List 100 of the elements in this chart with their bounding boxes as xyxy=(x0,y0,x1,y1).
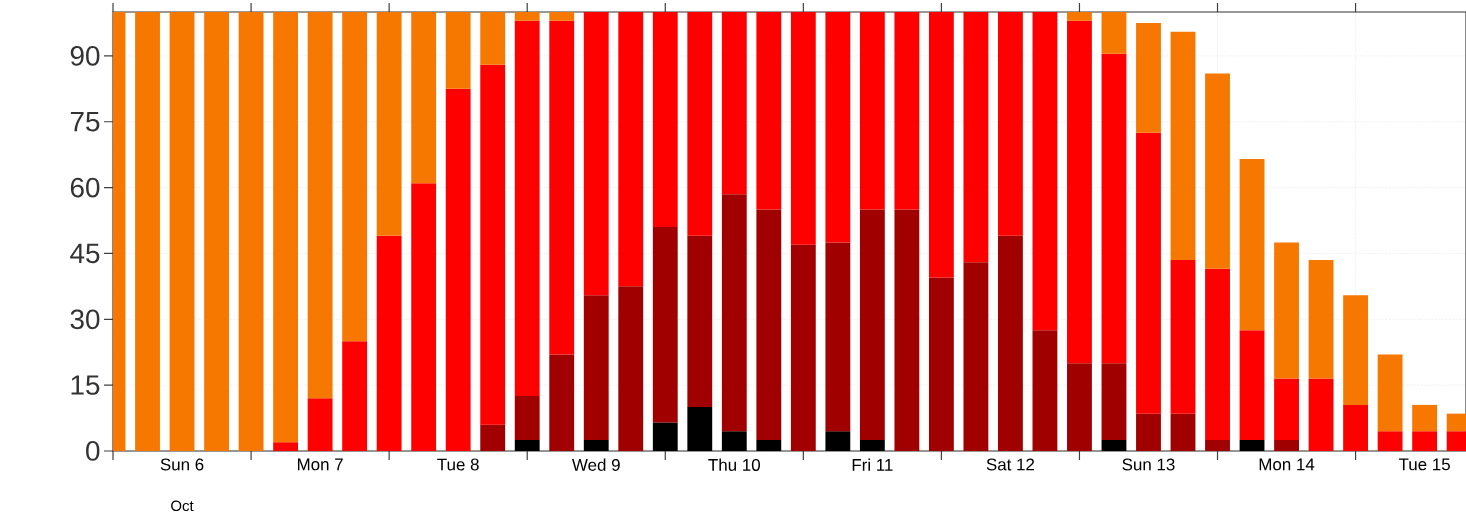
bar xyxy=(998,11,1023,236)
bar xyxy=(342,11,368,342)
x-tick-label: Tue 15 xyxy=(1398,458,1450,471)
x-tick-label: Sat 12 xyxy=(986,458,1035,471)
bar xyxy=(1377,431,1403,451)
bar xyxy=(1205,73,1230,269)
bar xyxy=(825,11,851,243)
bar xyxy=(1101,440,1127,451)
bar xyxy=(1136,413,1161,451)
bar xyxy=(825,431,851,451)
bar xyxy=(1067,20,1092,364)
bar xyxy=(687,235,713,408)
bar xyxy=(687,11,713,236)
bar xyxy=(1067,11,1092,21)
bar xyxy=(135,11,160,451)
bar xyxy=(928,277,954,451)
bar xyxy=(652,11,678,228)
x-tick-label: Thu 10 xyxy=(708,458,760,471)
bar xyxy=(894,11,920,210)
bar xyxy=(721,194,747,432)
bar xyxy=(1343,295,1369,405)
bar xyxy=(1101,363,1127,441)
bar xyxy=(1343,404,1369,451)
x-tick-label: Fri 11 xyxy=(852,458,893,471)
bar xyxy=(549,11,575,21)
bar xyxy=(963,262,989,451)
bar xyxy=(514,20,540,397)
bar xyxy=(618,286,644,451)
bar xyxy=(1067,363,1092,451)
bar xyxy=(1239,440,1265,451)
bar xyxy=(1412,431,1438,451)
bar xyxy=(583,440,609,451)
y-tick-label: 0 xyxy=(86,441,100,461)
y-tick-label: 60 xyxy=(70,177,100,198)
bar xyxy=(1170,31,1196,261)
bar xyxy=(1170,413,1196,451)
bar xyxy=(1136,132,1161,414)
y-tick-label: 45 xyxy=(70,243,100,264)
x-tick-label: Mon 7 xyxy=(297,458,343,471)
bar xyxy=(1239,159,1265,331)
bar xyxy=(859,440,885,451)
bar xyxy=(825,242,851,432)
bar xyxy=(1274,378,1299,441)
bar xyxy=(445,88,471,451)
bar xyxy=(480,424,506,451)
bar xyxy=(859,209,885,441)
bar xyxy=(1170,260,1196,414)
bar xyxy=(169,11,195,451)
bar xyxy=(376,235,402,451)
bar xyxy=(963,11,989,263)
y-tick-label: 30 xyxy=(70,309,100,330)
x-tick-label: Mon 14 xyxy=(1259,458,1315,471)
bar xyxy=(1205,440,1230,451)
bar xyxy=(756,11,782,210)
bar xyxy=(583,295,609,441)
bar xyxy=(928,11,954,278)
bar xyxy=(411,11,437,184)
bar xyxy=(790,11,816,245)
bar xyxy=(1032,330,1058,451)
bar xyxy=(687,407,713,451)
bar xyxy=(652,227,678,423)
bar xyxy=(652,422,678,451)
bar xyxy=(445,11,471,89)
bar xyxy=(480,64,506,425)
bar xyxy=(618,11,644,287)
bar xyxy=(1239,330,1265,441)
bar xyxy=(514,440,540,451)
bar xyxy=(1377,354,1403,432)
text: Oct xyxy=(171,500,194,512)
bar xyxy=(1032,11,1058,331)
x-tick-label: Tue 8 xyxy=(437,458,479,471)
bar xyxy=(894,209,920,451)
bar xyxy=(756,209,782,441)
x-tick-label: Wed 9 xyxy=(571,458,620,471)
bar xyxy=(721,11,747,195)
bar xyxy=(1308,378,1334,451)
bar xyxy=(480,11,506,65)
x-tick-label: Sun 13 xyxy=(1122,458,1175,471)
bar xyxy=(583,11,609,296)
bar xyxy=(307,398,333,451)
bar xyxy=(307,11,333,399)
bar xyxy=(549,354,575,451)
bar xyxy=(1274,440,1299,451)
bar xyxy=(790,244,816,451)
bar xyxy=(342,341,368,451)
bar xyxy=(376,11,402,236)
bar xyxy=(1136,22,1161,133)
bar xyxy=(204,11,229,451)
bar xyxy=(1412,404,1438,432)
y-tick-label: 90 xyxy=(70,46,100,66)
bar xyxy=(1205,268,1230,441)
bar xyxy=(1101,11,1127,54)
bar xyxy=(411,183,437,451)
bar xyxy=(1101,53,1127,364)
bar xyxy=(273,11,299,443)
y-tick-label: 15 xyxy=(71,375,100,395)
bar xyxy=(756,440,782,451)
bar xyxy=(514,11,540,21)
bar xyxy=(998,235,1023,451)
bar xyxy=(238,11,264,451)
